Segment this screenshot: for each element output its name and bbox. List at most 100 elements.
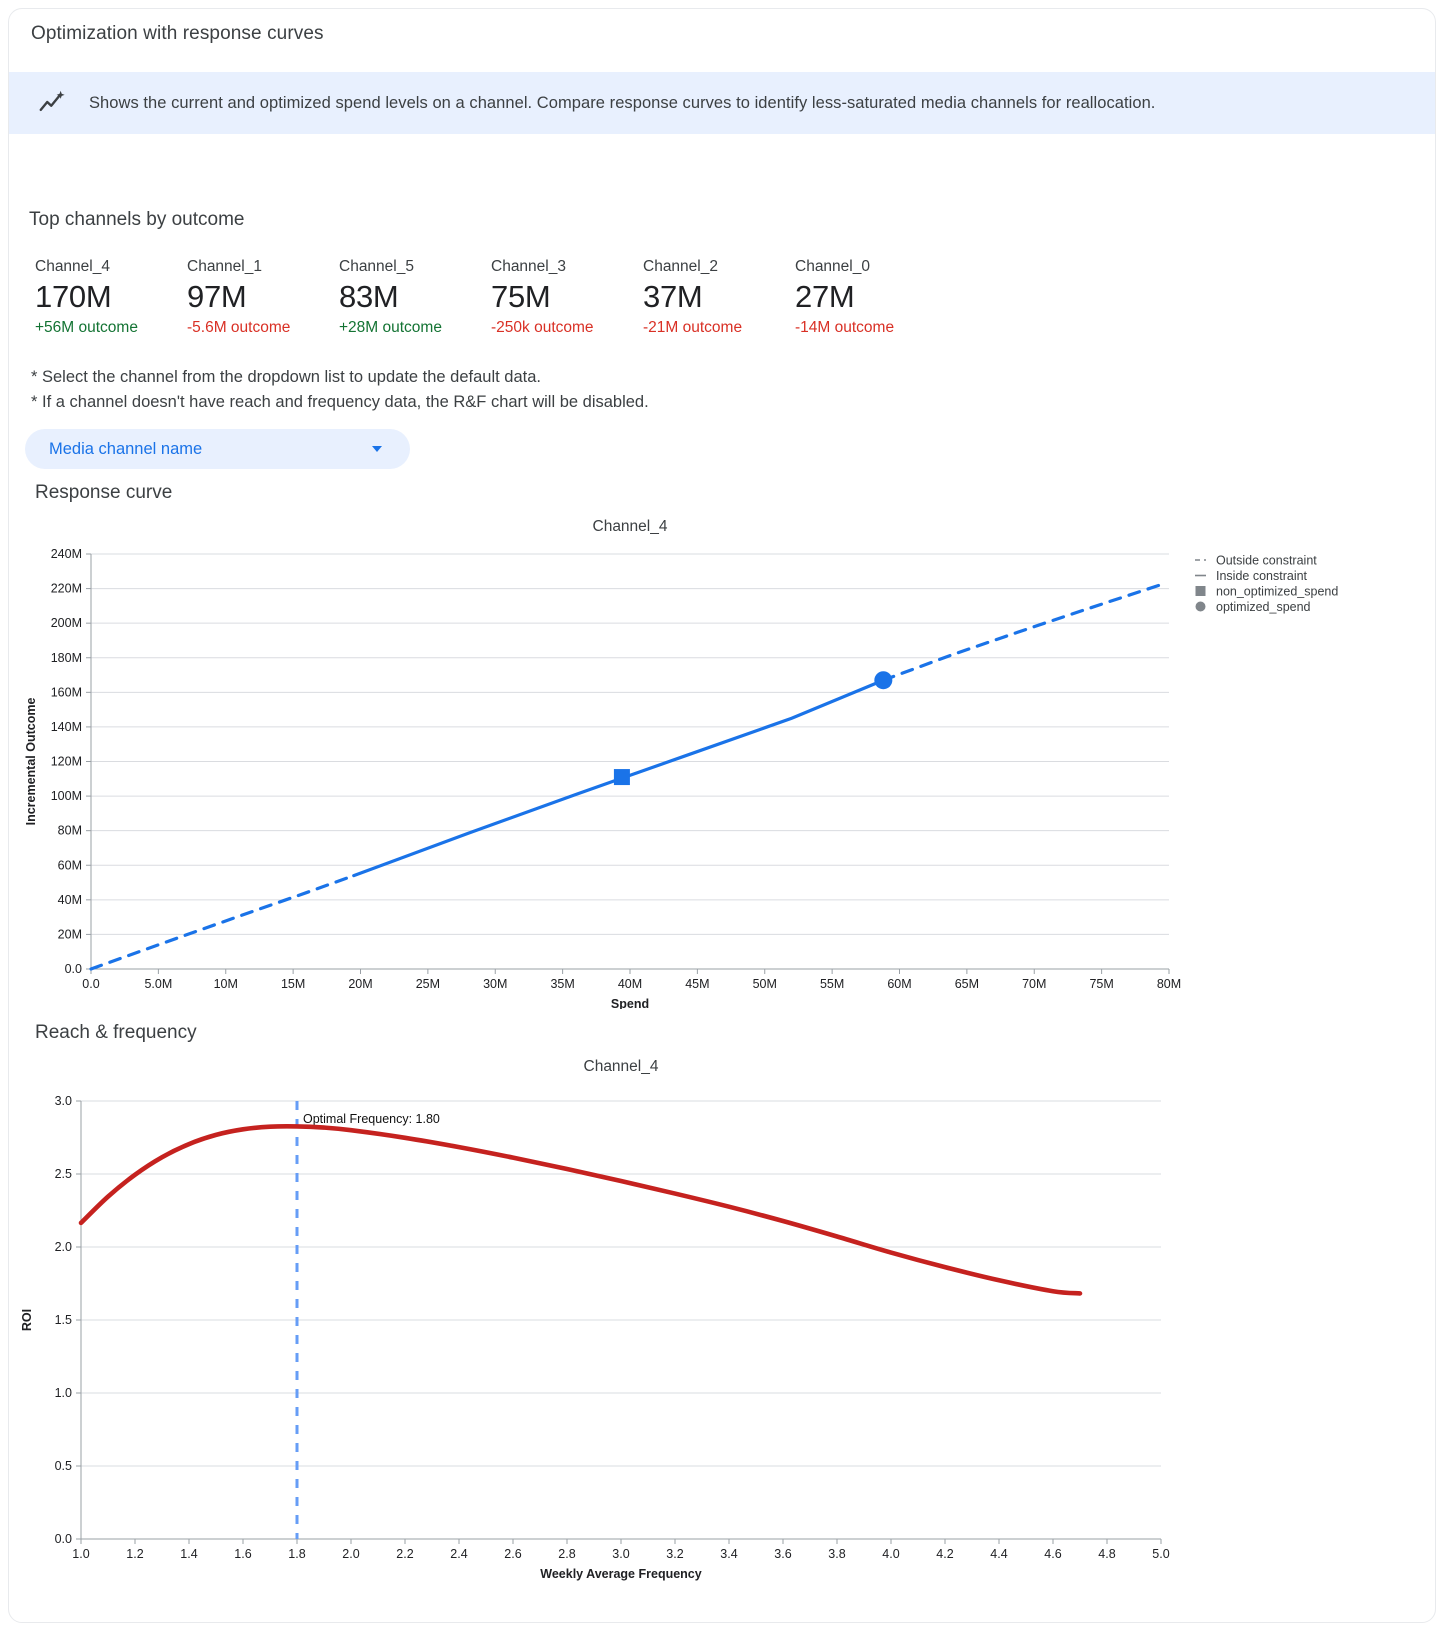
legend-label: optimized_spend (1216, 600, 1311, 614)
x-tick-label: 3.8 (828, 1547, 845, 1561)
y-tick-label: 140M (51, 720, 82, 734)
x-tick-label: 80M (1157, 977, 1181, 991)
legend-swatch (1195, 586, 1206, 596)
kpi-delta: +28M outcome (339, 319, 442, 336)
y-tick-label: 240M (51, 547, 82, 561)
y-tick-label: 0.5 (55, 1459, 72, 1473)
optimization-card: Optimization with response curves Shows … (8, 8, 1436, 1623)
insight-banner: Shows the current and optimized spend le… (9, 72, 1435, 134)
page-title: Optimization with response curves (31, 23, 324, 44)
y-axis-title: Incremental Outcome (24, 698, 38, 826)
x-tick-label: 4.2 (936, 1547, 953, 1561)
x-tick-label: 4.4 (990, 1547, 1007, 1561)
y-tick-label: 120M (51, 755, 82, 769)
legend-item[interactable]: optimized_spend (1195, 600, 1311, 614)
kpi-channel-name: Channel_0 (795, 258, 870, 275)
kpi-value: 83M (339, 279, 399, 314)
kpi-card: Channel_2 37M -21M outcome (643, 257, 795, 338)
x-tick-label: 4.6 (1044, 1547, 1061, 1561)
legend-item[interactable]: non_optimized_spend (1195, 585, 1339, 599)
x-tick-label: 2.6 (504, 1547, 521, 1561)
kpi-value: 27M (795, 279, 855, 314)
x-tick-label: 40M (618, 977, 642, 991)
media-channel-dropdown[interactable]: Media channel name (25, 429, 410, 469)
kpi-delta: -21M outcome (643, 319, 743, 336)
x-axis-title: Weekly Average Frequency (540, 1567, 701, 1581)
y-tick-label: 20M (58, 927, 82, 941)
x-tick-label: 5.0 (1152, 1547, 1169, 1561)
legend-item[interactable]: Inside constraint (1195, 569, 1308, 583)
x-tick-label: 0.0 (82, 977, 99, 991)
y-tick-label: 2.0 (55, 1240, 72, 1254)
marker-optimized-spend[interactable] (874, 671, 893, 690)
kpi-channel-name: Channel_3 (491, 258, 566, 275)
x-tick-label: 70M (1022, 977, 1046, 991)
response-curve-chart[interactable]: Channel_4 0.0 20M 40M 60M 80M 100M 120M 140M 160M… (9, 509, 1435, 1009)
x-tick-label: 1.4 (180, 1547, 197, 1561)
x-tick-label: 25M (416, 977, 440, 991)
y-tick-label: 160M (51, 685, 82, 699)
series-line (89, 874, 356, 971)
kpi-channel-name: Channel_5 (339, 258, 414, 275)
chart-title: Channel_4 (584, 1058, 659, 1075)
x-tick-label: 5.0M (144, 977, 172, 991)
trending-up-sparkle-icon (35, 86, 69, 120)
reach-frequency-chart[interactable]: Channel_4 0.0 0.5 1.0 1.5 2.0 2.5 3.0 1.0 1.2 1.4 1… (9, 1049, 1435, 1609)
x-tick-label: 3.0 (612, 1547, 629, 1561)
legend-label: Outside constraint (1216, 554, 1317, 568)
x-tick-label: 1.8 (288, 1547, 305, 1561)
x-tick-label: 1.6 (234, 1547, 251, 1561)
y-tick-label: 1.5 (55, 1313, 72, 1327)
kpi-card: Channel_0 27M -14M outcome (795, 257, 947, 338)
kpi-value: 37M (643, 279, 703, 314)
kpi-delta: -14M outcome (795, 319, 895, 336)
x-tick-label: 2.8 (558, 1547, 575, 1561)
notes-block: * Select the channel from the dropdown l… (31, 365, 649, 414)
legend-item[interactable]: Outside constraint (1195, 554, 1317, 568)
kpi-channel-name: Channel_2 (643, 258, 718, 275)
kpi-value: 97M (187, 279, 247, 314)
x-tick-label: 3.4 (720, 1547, 737, 1561)
x-tick-label: 15M (281, 977, 305, 991)
y-axis-title: ROI (20, 1309, 34, 1331)
y-tick-label: 1.0 (55, 1386, 72, 1400)
kpi-card: Channel_4 170M +56M outcome (35, 257, 187, 338)
legend-label: Inside constraint (1216, 569, 1308, 583)
kpi-channel-name: Channel_1 (187, 258, 262, 275)
kpi-delta: -5.6M outcome (187, 319, 291, 336)
y-tick-label: 40M (58, 893, 82, 907)
x-tick-label: 1.2 (126, 1547, 143, 1561)
x-tick-label: 2.2 (396, 1547, 413, 1561)
marker-non-optimized-spend[interactable] (613, 769, 630, 786)
y-tick-label: 100M (51, 789, 82, 803)
series-line (352, 678, 885, 878)
y-tick-label: 3.0 (55, 1094, 72, 1108)
y-tick-label: 80M (58, 824, 82, 838)
x-tick-label: 30M (483, 977, 507, 991)
kpi-delta: -250k outcome (491, 319, 594, 336)
media-channel-dropdown-label: Media channel name (49, 439, 203, 458)
top-channels-list: Channel_4 170M +56M outcome Channel_1 97… (35, 257, 947, 338)
kpi-card: Channel_3 75M -250k outcome (491, 257, 643, 338)
x-tick-label: 3.2 (666, 1547, 683, 1561)
x-axis-title: Spend (611, 997, 649, 1009)
x-tick-label: 60M (887, 977, 911, 991)
x-tick-label: 2.0 (342, 1547, 359, 1561)
y-tick-label: 220M (51, 582, 82, 596)
note-line: * If a channel doesn't have reach and fr… (31, 392, 649, 411)
response-curve-heading: Response curve (35, 482, 173, 503)
legend-label: non_optimized_spend (1216, 585, 1338, 599)
series-line (881, 582, 1164, 682)
x-tick-label: 65M (955, 977, 979, 991)
y-tick-label: 180M (51, 651, 82, 665)
kpi-channel-name: Channel_4 (35, 258, 110, 275)
x-tick-label: 55M (820, 977, 844, 991)
x-tick-label: 75M (1089, 977, 1113, 991)
y-tick-label: 0.0 (55, 1532, 72, 1546)
kpi-card: Channel_5 83M +28M outcome (339, 257, 491, 338)
top-channels-heading: Top channels by outcome (29, 209, 245, 230)
chevron-down-icon (372, 446, 382, 452)
insight-text: Shows the current and optimized spend le… (89, 93, 1156, 112)
reach-frequency-heading: Reach & frequency (35, 1022, 197, 1043)
y-tick-label: 2.5 (55, 1167, 72, 1181)
